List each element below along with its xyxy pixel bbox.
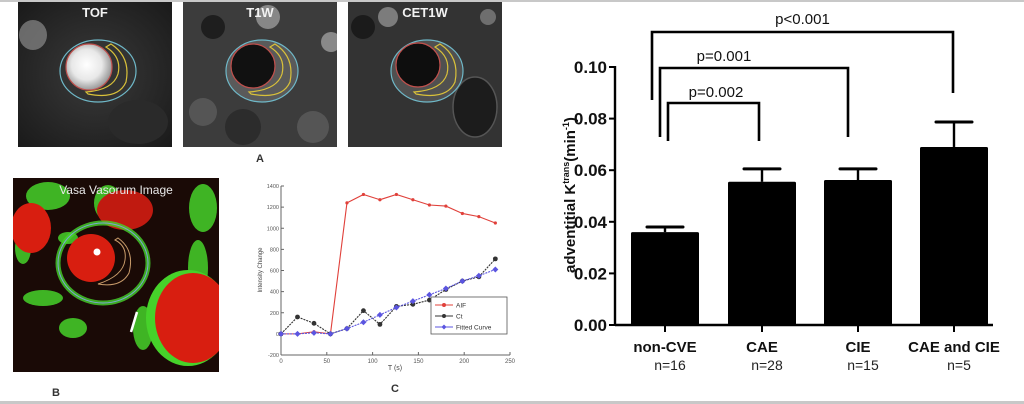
line-point-aif (345, 201, 349, 205)
legend-label: Fitted Curve (456, 325, 492, 332)
line-point-ct (377, 321, 383, 327)
p-value-label: p=0.002 (689, 84, 744, 101)
line-point-aif (427, 203, 431, 207)
p-value-label: p=0.001 (697, 48, 752, 65)
line-chart-x-tick-label: 250 (505, 359, 516, 365)
bar-chart-ylabel: adventitial Ktrans(min-1) (561, 117, 579, 273)
vasa-vasorum-image: Vasa Vasorum Image (13, 178, 219, 372)
bar-non-cve (631, 232, 699, 325)
line-point-fitted-curve (492, 266, 499, 273)
bar-cae (728, 181, 796, 325)
line-chart-x-tick-label: 0 (279, 359, 283, 365)
line-point-aif (460, 211, 464, 216)
line-point-ct (361, 308, 366, 314)
line-point-aif (411, 198, 415, 202)
line-point-aif (361, 192, 366, 197)
line-point-fitted-curve (475, 272, 482, 279)
category-label: non-CVE (633, 339, 696, 356)
bar-cae-and-cie (920, 146, 988, 325)
mri-image-cet1w: CET1W (348, 2, 502, 147)
line-point-fitted-curve (393, 304, 400, 311)
category-label: CAE and CIE (908, 339, 1000, 356)
line-point-fitted-curve (442, 285, 449, 292)
mri-label-t1w: T1W (246, 5, 274, 20)
line-point-fitted-curve (376, 311, 383, 318)
bar-chart-y-tick-label: 0.00 (574, 316, 607, 335)
line-point-fitted-curve (426, 291, 433, 298)
line-point-aif (378, 198, 382, 202)
line-chart-y-tick-label: 200 (270, 311, 279, 317)
category-label: CAE (746, 339, 778, 356)
figure-bottom-border (0, 401, 1024, 404)
sample-size-label: n=16 (654, 357, 686, 373)
legend-swatch-marker (441, 324, 447, 330)
line-point-fitted-curve (343, 325, 350, 332)
sample-size-label: n=28 (751, 357, 783, 373)
line-point-fitted-curve (409, 298, 416, 305)
line-chart-xlabel: T (s) (388, 365, 402, 372)
ktrans-bar-chart: 0.00 0.02 0.04 0.06 0.08 0.10 p=0.002 p=0.001 p… (561, 11, 1000, 373)
sample-size-label: n=5 (947, 357, 971, 373)
line-series-aif (281, 193, 496, 335)
line-point-aif (444, 204, 448, 208)
figure-top-border (0, 0, 1024, 2)
line-chart-x-tick-label: 200 (459, 359, 470, 365)
significance-bracket (658, 66, 850, 137)
line-chart-y-tick-label: 1400 (267, 184, 279, 190)
line-chart-y-tick-label: 400 (270, 290, 279, 296)
mri-label-cet1w: CET1W (402, 5, 448, 20)
line-point-ct (492, 256, 498, 262)
intensity-line-chart: 0 50 100 150 200 250-200020040060080010001200… (258, 184, 516, 372)
panel-letter-b: B (52, 387, 60, 399)
line-point-fitted-curve (278, 330, 284, 337)
line-series-ct (280, 258, 496, 335)
line-chart-x-tick-label: 50 (323, 359, 330, 365)
line-point-ct (295, 314, 300, 320)
line-point-ct (410, 301, 416, 307)
line-chart-y-tick-label: 1000 (267, 226, 279, 232)
line-point-fitted-curve (294, 330, 301, 337)
line-point-fitted-curve (459, 278, 466, 285)
mri-image-t1w: T1W (183, 2, 337, 147)
line-point-aif (394, 192, 399, 197)
category-label: CIE (845, 339, 870, 356)
bar-chart-y-tick-label: 0.08 (574, 110, 607, 129)
line-chart-y-tick-label: -200 (268, 353, 279, 359)
line-series-fitted-curve (281, 268, 496, 335)
mri-image-tof: TOF (18, 2, 172, 147)
line-point-fitted-curve (310, 329, 317, 336)
line-point-ct (426, 297, 432, 303)
line-point-aif (493, 221, 497, 225)
mri-label-tof: TOF (82, 5, 108, 20)
line-chart-x-tick-label: 150 (413, 359, 424, 365)
line-chart-y-tick-label: 1200 (267, 205, 279, 211)
sample-size-label: n=15 (847, 357, 879, 373)
legend-swatch-marker (442, 314, 446, 318)
legend-swatch-marker (442, 303, 446, 307)
bar-chart-y-tick-label: 0.10 (574, 58, 607, 77)
legend-label: AIF (456, 303, 466, 310)
line-point-fitted-curve (327, 330, 334, 337)
bar-chart-y-tick-label: 0.06 (574, 161, 607, 180)
legend-label: Ct (456, 314, 463, 321)
panel-letter-a: A (256, 153, 264, 165)
line-point-ct (311, 320, 317, 326)
vasa-vasorum-title: Vasa Vasorum Image (59, 183, 173, 197)
line-point-aif (477, 215, 481, 219)
significance-bracket (650, 30, 955, 100)
line-chart-y-tick-label: 800 (270, 247, 279, 253)
line-chart-x-tick-label: 100 (368, 359, 379, 365)
bar-cie (824, 180, 892, 325)
bar-chart-y-tick-label: 0.02 (574, 264, 607, 283)
line-chart-y-tick-label: 0 (276, 332, 279, 338)
line-chart-y-tick-label: 600 (270, 269, 279, 275)
bar-chart-y-tick-label: 0.04 (574, 213, 608, 232)
panel-letter-c: C (391, 383, 399, 395)
significance-bracket (666, 101, 761, 141)
line-point-fitted-curve (360, 319, 367, 326)
p-value-label: p<0.001 (775, 11, 830, 28)
line-chart-ylabel: Intensity Change (258, 247, 264, 293)
